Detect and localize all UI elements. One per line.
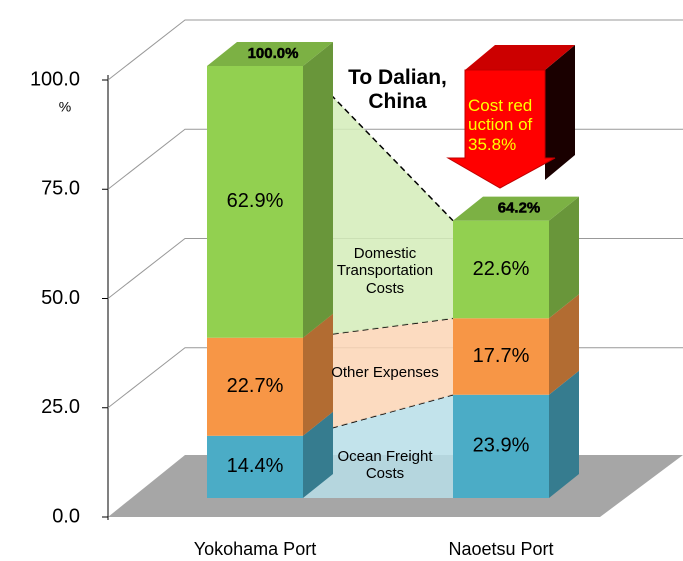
series-label-box: Ocean Freight Costs	[337, 447, 433, 482]
series-label-box: Domestic Transportation Costs	[336, 245, 434, 297]
bar-side	[549, 370, 579, 498]
bar	[207, 435, 303, 498]
value-label: 62.9%	[227, 190, 284, 212]
annotation-box: Cost reduction of 35.8%	[468, 95, 533, 154]
bar-top	[207, 42, 333, 66]
bar	[207, 66, 303, 338]
bar-side	[303, 42, 333, 338]
connector	[303, 66, 453, 338]
value-label: 22.7%	[227, 375, 284, 397]
series-label: Ocean Freight Costs	[337, 447, 433, 482]
y-tick-label: 25.0	[41, 396, 80, 418]
bar	[453, 394, 549, 498]
y-tick-label: 50.0	[41, 287, 80, 309]
value-label: 17.7%	[473, 345, 530, 367]
total-label: 100.0%	[248, 45, 299, 62]
series-label-box: Other Expenses	[331, 364, 439, 382]
x-tick-label: Naoetsu Port	[448, 539, 553, 559]
y-tick-label: 75.0	[41, 178, 80, 200]
annotation: To Dalian, China	[348, 65, 447, 113]
arrow-side	[545, 45, 575, 180]
bar	[207, 337, 303, 436]
annotation-box: To Dalian, China	[348, 65, 447, 113]
arrow	[446, 69, 556, 189]
bar-top	[453, 196, 579, 221]
arrow-top	[465, 45, 575, 70]
y-tick-label: 100.0	[30, 68, 80, 90]
x-tick-label: Yokohama Port	[194, 539, 316, 559]
bar	[453, 318, 549, 395]
y-tick-label: 0.0	[52, 505, 80, 527]
connector	[303, 394, 453, 498]
y-unit: %	[59, 99, 71, 115]
bar-side	[303, 313, 333, 436]
value-label: 23.9%	[473, 435, 530, 457]
bar-side	[549, 294, 579, 395]
bar	[453, 220, 549, 319]
total-label: 64.2%	[498, 200, 541, 217]
bar-side	[549, 196, 579, 319]
connector	[303, 318, 453, 436]
annotation: Cost reduction of 35.8%	[468, 95, 533, 154]
series-label: Domestic Transportation Costs	[336, 245, 434, 297]
bar-side	[303, 411, 333, 498]
grid-line	[107, 19, 683, 81]
value-label: 14.4%	[227, 455, 284, 477]
value-label: 22.6%	[473, 258, 530, 280]
series-label: Other Expenses	[331, 364, 439, 382]
